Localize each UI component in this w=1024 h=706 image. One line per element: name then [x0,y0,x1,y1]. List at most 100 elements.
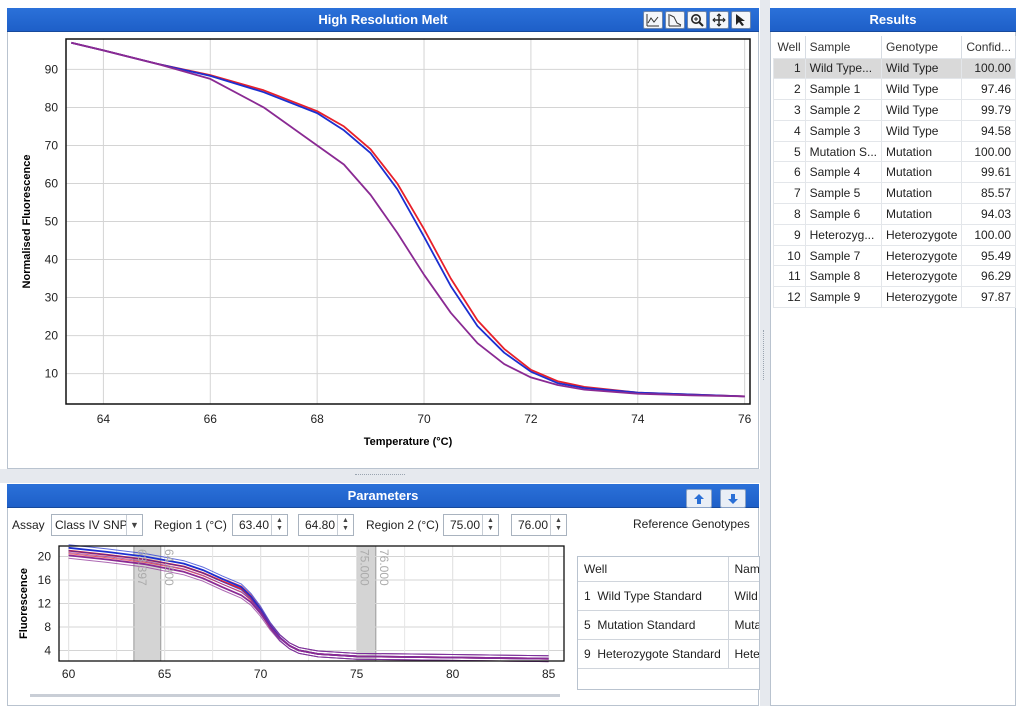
result-well: 4 [773,119,806,142]
splitter-grip [355,474,405,477]
result-sample: Sample 5 [804,182,883,205]
melt-panel-title: High Resolution Melt [7,8,759,32]
assay-label: Assay [12,518,45,532]
ref-name: Muta [728,610,759,640]
results-header-row: Well Sample Genotype Confid... [773,36,1017,58]
normalised-plot-icon[interactable] [665,11,685,29]
table-row[interactable]: 10 Sample 7 Heterozygote 95.49 [773,244,1017,267]
assay-value: Class IV SNP [55,518,128,532]
ref-name: Wild [728,581,759,611]
region2-end-field[interactable]: 76.00 ▲ ▼ [511,514,567,536]
result-genotype: Heterozygote [880,223,963,246]
y-tick-label: 80 [45,100,59,114]
region-label: 63.397 [135,549,149,586]
table-row[interactable]: 8 Sample 6 Mutation 94.03 [773,203,1017,225]
y-tick-label: 90 [45,62,59,76]
pan-icon[interactable] [709,11,729,29]
spin-arrows-icon[interactable]: ▲ ▼ [337,515,353,535]
ref-row-well-cell: 9 Heterozygote Standard [578,639,729,669]
result-confidence: 97.46 [961,78,1017,101]
region1-start-field[interactable]: 63.40 ▲ ▼ [232,514,288,536]
result-well: 11 [773,265,806,288]
result-genotype: Heterozygote [880,244,963,267]
result-well: 12 [773,286,806,309]
table-row[interactable]: 12 Sample 9 Heterozygote 97.87 [773,286,1017,309]
region2-end-value: 76.00 [517,518,548,532]
reference-genotypes-label: Reference Genotypes [633,517,750,531]
ref-header-name[interactable]: Nam [728,557,759,582]
x-tick-label: 68 [310,412,324,426]
raw-chart-scrollbar[interactable] [30,694,560,697]
curve-heterozygote [68,554,549,660]
reference-row[interactable]: 9 Heterozygote Standard Hete [578,639,759,669]
move-up-button[interactable] [686,489,712,508]
x-tick-label: 72 [524,412,538,426]
raw-ticks: 60 65 70 75 80 85 4 8 12 16 20 [38,550,556,681]
table-row[interactable]: 1 Wild Type... Wild Type 100.00 [773,57,1017,80]
ref-label: Mutation Standard [597,617,696,632]
table-row[interactable]: 5 Mutation S... Mutation 100.00 [773,140,1017,163]
raw-grid [59,546,564,661]
table-row[interactable]: 3 Sample 2 Wild Type 99.79 [773,99,1017,121]
header-well[interactable]: Well [773,36,806,58]
header-sample[interactable]: Sample [805,36,883,58]
table-row[interactable]: 6 Sample 4 Mutation 99.61 [773,161,1017,184]
table-row[interactable]: 11 Sample 8 Heterozygote 96.29 [773,265,1017,288]
arrow-up-icon [694,493,704,504]
x-tick-label: 80 [446,667,460,681]
region2-start-field[interactable]: 75.00 ▲ ▼ [443,514,499,536]
spin-arrows-icon[interactable]: ▲ ▼ [271,515,287,535]
ref-row-well-cell: 5 Mutation Standard [578,610,729,640]
x-tick-label: 66 [204,412,218,426]
assay-select[interactable]: Class IV SNP ▼ [51,514,143,536]
reference-row[interactable]: 1 Wild Type Standard Wild [578,581,759,611]
result-genotype: Heterozygote [880,265,963,288]
region1-label: Region 1 (°C) [154,518,227,532]
vertical-splitter[interactable] [760,0,770,706]
results-table: Well Sample Genotype Confid... 1 Wild Typ… [773,36,1017,309]
move-down-button[interactable] [720,489,746,508]
result-confidence: 100.00 [961,140,1017,163]
x-tick-label: 74 [631,412,645,426]
parameters-title-text: Parameters [347,488,419,503]
ref-row-well-cell: 1 Wild Type Standard [578,581,729,611]
melt-title-text: High Resolution Melt [318,12,448,27]
table-row[interactable]: 2 Sample 1 Wild Type 97.46 [773,78,1017,101]
result-sample: Sample 8 [804,265,883,288]
horizontal-splitter[interactable] [0,469,760,483]
difference-plot-icon[interactable] [643,11,663,29]
region1-end-field[interactable]: 64.80 ▲ ▼ [298,514,354,536]
curve-heterozygote-replicate [68,557,549,663]
table-row[interactable]: 7 Sample 5 Mutation 85.57 [773,182,1017,205]
raw-series [68,544,549,663]
table-row[interactable]: 9 Heterozyg... Heterozygote 100.00 [773,223,1017,246]
y-tick-label: 20 [45,329,59,343]
melt-curve-chart[interactable]: 64 66 68 70 72 74 76 10 20 30 40 50 60 70 80 90 Tempera… [8,33,758,465]
reference-table-header: Well Nam [578,557,759,582]
results-title-text: Results [869,12,917,27]
x-tick-label: 65 [158,667,172,681]
region1-start-value: 63.40 [238,518,269,532]
result-well: 2 [773,78,806,101]
result-well: 8 [773,203,806,225]
raw-fluorescence-chart[interactable]: 63.397 64.800 75.000 76.000 60 65 70 75 80 85 4 8 1… [9,540,575,688]
pointer-icon[interactable] [731,11,751,29]
ref-header-well[interactable]: Well [578,557,729,582]
melt-plot-frame [65,38,751,405]
region-label: 75.000 [358,549,372,586]
table-row[interactable]: 4 Sample 3 Wild Type 94.58 [773,119,1017,142]
header-confidence[interactable]: Confid... [961,36,1017,58]
reference-row[interactable]: 5 Mutation Standard Muta [578,610,759,640]
spin-arrows-icon[interactable]: ▲ ▼ [550,515,566,535]
raw-plot-frame [58,545,565,662]
melt-x-axis-label: Temperature (°C) [364,436,453,448]
header-genotype[interactable]: Genotype [881,36,963,58]
y-tick-label: 10 [45,367,59,381]
x-tick-label: 60 [62,667,76,681]
curve-heterozygote [71,41,745,398]
x-tick-label: 76 [738,412,752,426]
region2-label: Region 2 (°C) [366,518,439,532]
spin-arrows-icon[interactable]: ▲ ▼ [482,515,498,535]
curve-mutation [71,41,745,398]
zoom-icon[interactable] [687,11,707,29]
